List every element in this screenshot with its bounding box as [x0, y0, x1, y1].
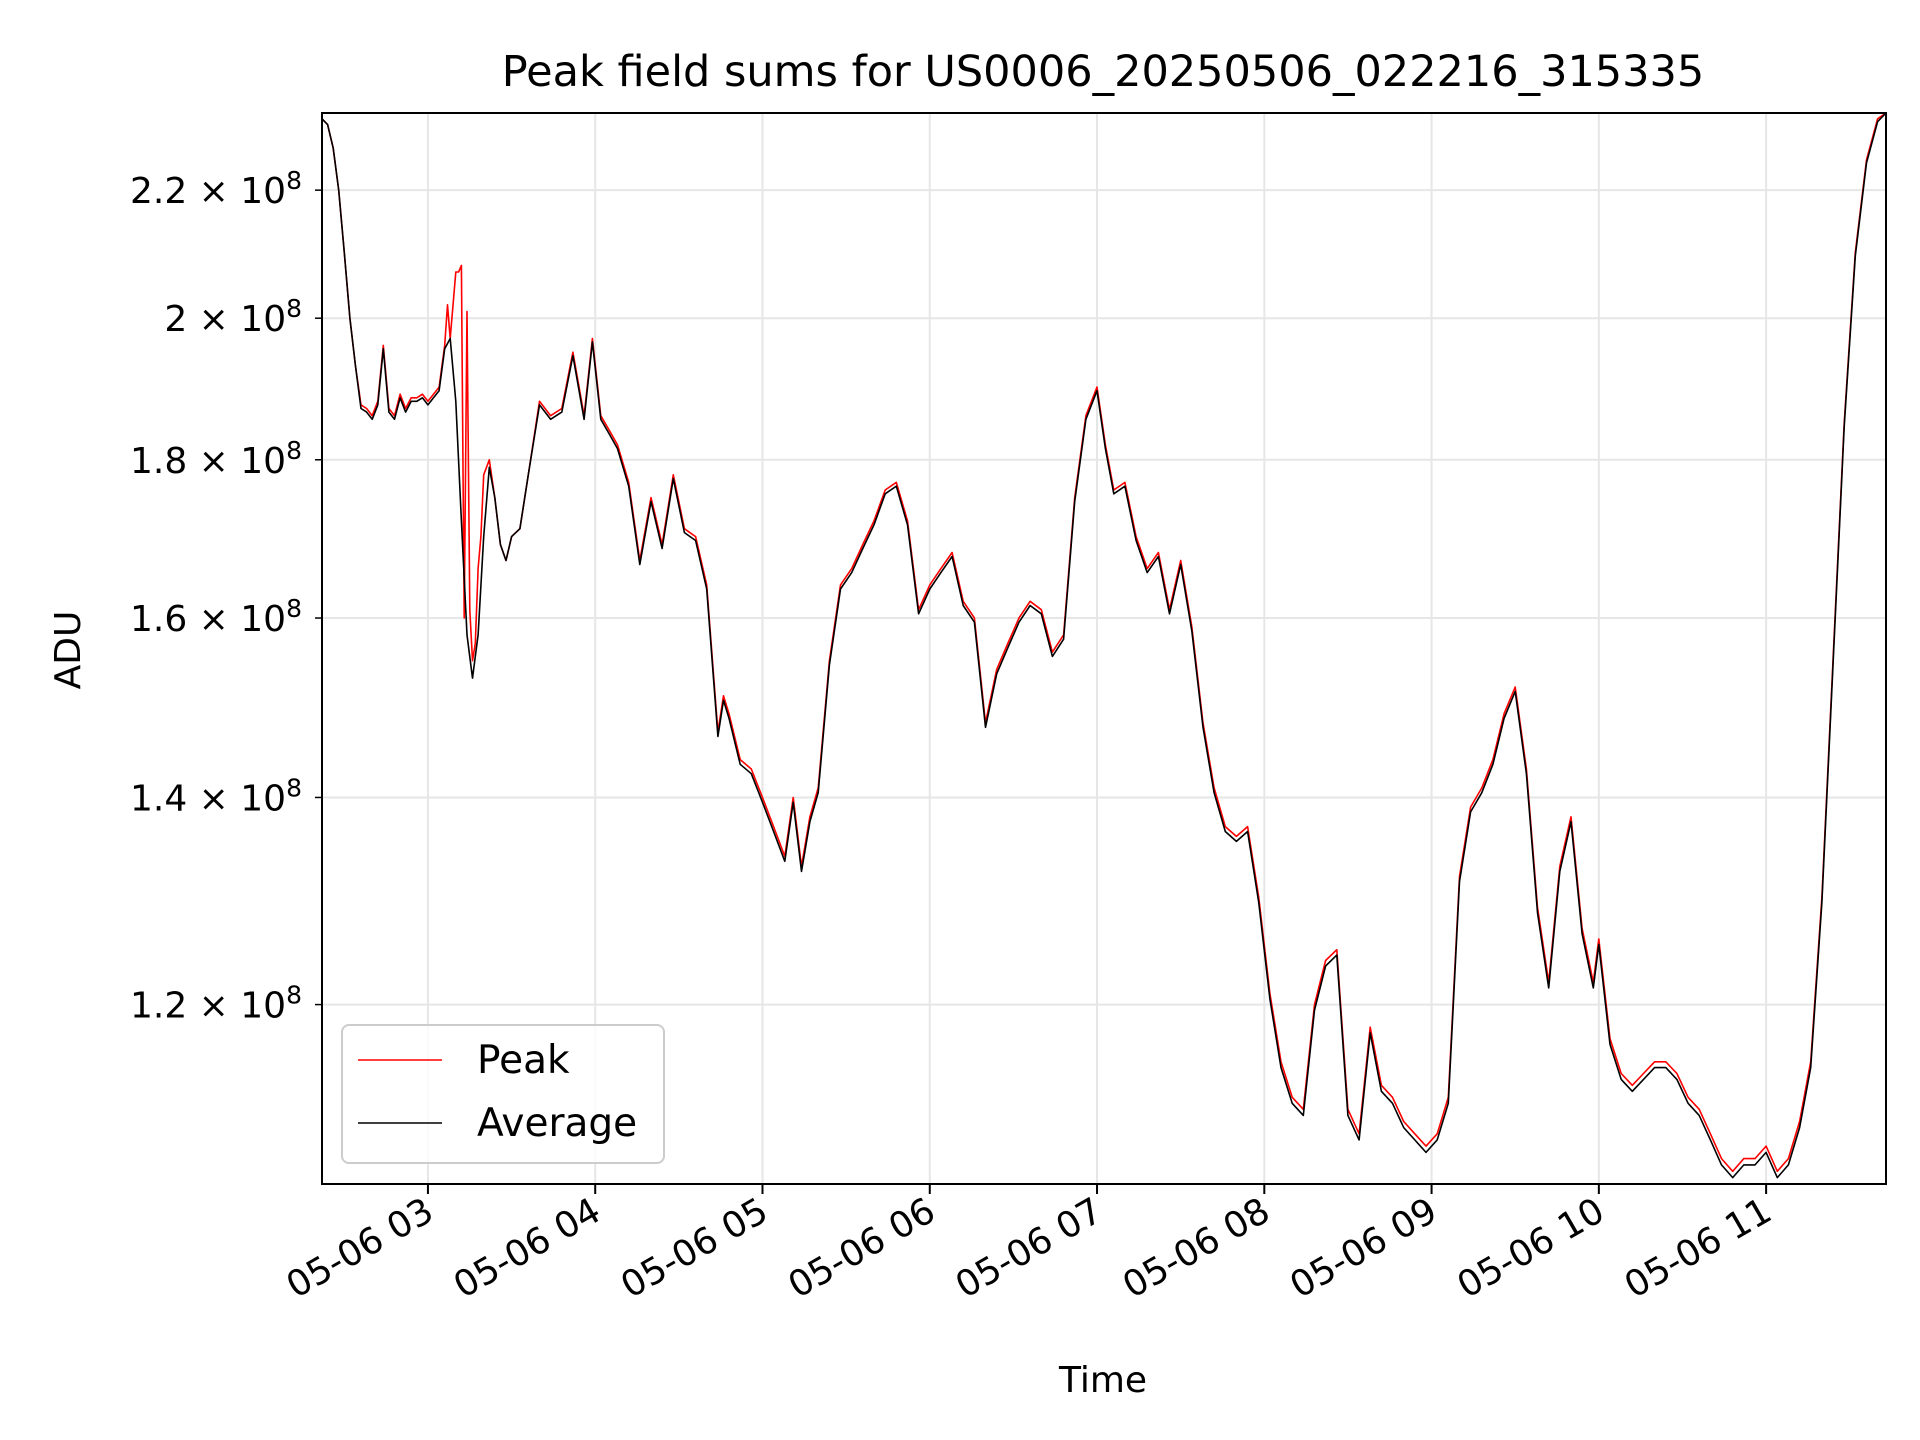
- grid-layer: [322, 113, 1886, 1184]
- y-tick-label: 1.2 × 108: [130, 981, 302, 1027]
- legend: Peak Average: [341, 1024, 665, 1164]
- y-tick-label: 1.6 × 108: [130, 594, 302, 640]
- y-tick-label: 2 × 108: [164, 294, 302, 340]
- y-tick-label: 1.8 × 108: [130, 436, 302, 482]
- legend-label-average: Average: [477, 1101, 637, 1146]
- series-layer: [321, 112, 1887, 1179]
- y-tick-label: 2.2 × 108: [130, 166, 302, 212]
- series-line-average: [321, 112, 1887, 1179]
- chart-title: Peak field sums for US0006_20250506_0222…: [502, 47, 1705, 97]
- x-axis-label: Time: [1058, 1360, 1147, 1401]
- y-tick-label: 1.4 × 108: [130, 773, 302, 819]
- y-axis: 1.2 × 108 1.4 × 108 1.6 × 108 1.8 × 108 2 × …: [130, 166, 322, 1027]
- plot-frame: [321, 112, 1887, 1185]
- y-axis-label: ADU: [48, 611, 89, 690]
- legend-label-peak: Peak: [477, 1038, 570, 1083]
